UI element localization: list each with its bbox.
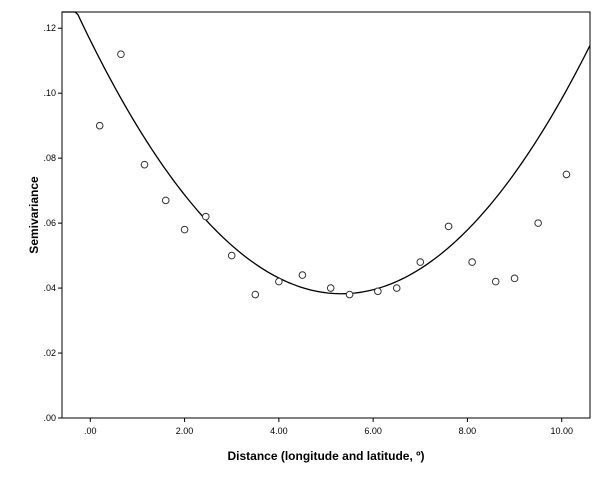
data-point <box>491 277 500 286</box>
data-point <box>95 121 104 130</box>
y-tick-label: .12 <box>43 23 56 33</box>
data-point <box>275 277 283 286</box>
y-tick-label: .10 <box>43 88 56 98</box>
data-points <box>95 50 571 299</box>
y-tick-label: .00 <box>43 413 56 423</box>
x-axis-ticks: .00 2.00 4.00 6.00 8.00 10.00 <box>84 418 573 436</box>
data-point <box>251 290 260 299</box>
x-axis-title: Distance (longitude and latitude, º) <box>227 449 424 463</box>
data-point <box>562 170 571 179</box>
data-point <box>416 258 425 266</box>
x-tick-label: 8.00 <box>459 426 477 436</box>
data-point <box>140 160 149 169</box>
data-point <box>468 258 476 266</box>
data-point <box>201 212 210 221</box>
data-point <box>161 196 170 205</box>
plot-area <box>61 11 591 419</box>
x-tick-label: 2.00 <box>176 426 194 436</box>
data-point <box>392 284 401 292</box>
data-point <box>345 290 354 299</box>
x-tick-label: 4.00 <box>270 426 288 436</box>
fit-curve <box>62 11 591 295</box>
data-point <box>534 219 542 227</box>
y-tick-label: .02 <box>43 348 56 358</box>
y-tick-label: .06 <box>43 218 56 228</box>
x-tick-label: 10.00 <box>550 426 573 436</box>
data-point <box>444 222 453 231</box>
data-point <box>326 284 335 292</box>
x-tick-label: .00 <box>84 426 97 436</box>
data-point <box>510 274 519 283</box>
data-point <box>298 271 307 279</box>
data-point <box>180 225 189 234</box>
y-axis-title: Semivariance <box>27 176 41 254</box>
data-point <box>117 50 125 59</box>
y-tick-label: .08 <box>43 153 56 163</box>
data-point <box>227 251 236 260</box>
data-point <box>374 287 382 296</box>
x-tick-label: 6.00 <box>364 426 382 436</box>
y-tick-label: .04 <box>43 283 56 293</box>
y-axis-ticks: .00 .02 .04 .06 .08 .10 .12 <box>43 23 62 423</box>
